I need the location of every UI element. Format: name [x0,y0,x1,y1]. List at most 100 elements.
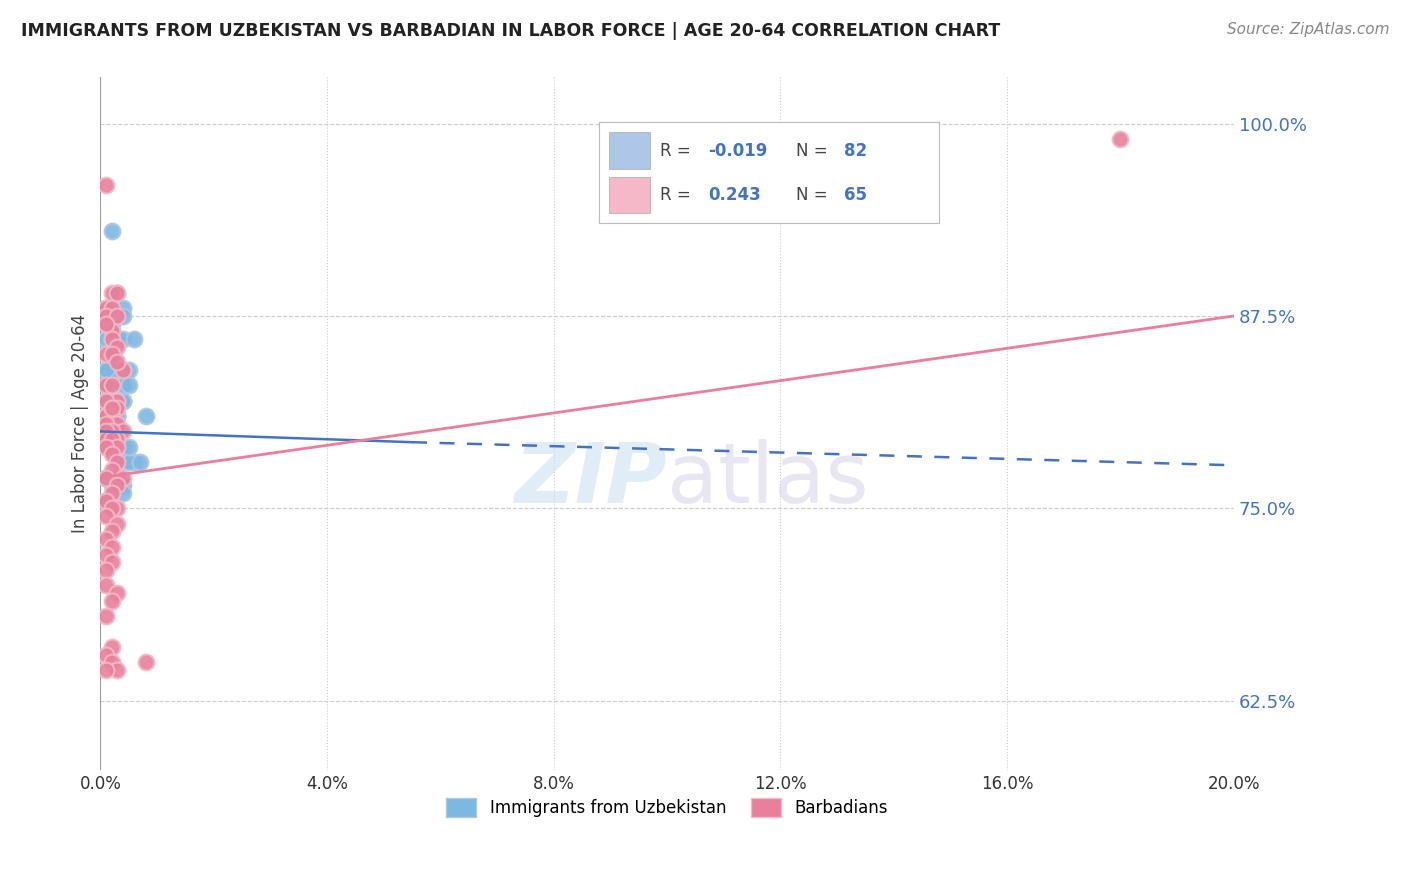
Point [100,425,122,439]
Legend: Immigrants from Uzbekistan, Barbadians: Immigrants from Uzbekistan, Barbadians [440,791,894,824]
Point [100,317,122,331]
Point [135,655,157,669]
Point [100,224,122,238]
Point [94,393,117,408]
Point [118,455,141,469]
Point [94,363,117,377]
Text: atlas: atlas [666,439,869,520]
Point [100,501,122,516]
Point [94,509,117,524]
Y-axis label: In Labor Force | Age 20-64: In Labor Force | Age 20-64 [72,314,89,533]
Point [100,347,122,361]
Point [94,663,117,677]
Point [105,470,128,484]
Point [111,363,134,377]
Point [105,340,128,354]
Point [94,493,117,508]
Point [135,409,157,423]
Point [94,425,117,439]
Point [105,455,128,469]
Point [100,470,122,484]
Point [100,409,122,423]
Point [100,347,122,361]
Point [100,409,122,423]
Point [100,363,122,377]
Point [111,486,134,500]
Point [118,363,141,377]
Point [94,301,117,316]
Point [100,285,122,300]
Point [105,409,128,423]
Point [105,425,128,439]
Point [94,440,117,454]
Point [111,478,134,492]
Point [94,532,117,546]
Point [100,486,122,500]
Point [111,440,134,454]
Point [100,301,122,316]
Point [100,524,122,539]
Point [94,470,117,484]
Point [100,425,122,439]
Point [105,332,128,346]
Point [100,425,122,439]
Point [100,432,122,446]
Point [100,347,122,361]
Point [111,393,134,408]
Point [94,409,117,423]
Point [124,332,146,346]
Point [94,470,117,484]
Point [105,425,128,439]
Point [94,578,117,592]
Point [94,425,117,439]
Point [100,393,122,408]
Point [105,355,128,369]
Point [100,393,122,408]
Point [94,563,117,577]
Point [94,378,117,392]
Point [100,470,122,484]
Point [94,440,117,454]
Point [100,401,122,416]
Point [100,409,122,423]
Point [100,555,122,569]
Point [94,347,117,361]
Point [100,470,122,484]
Point [105,474,128,488]
Point [105,425,128,439]
Point [94,378,117,392]
Point [105,332,128,346]
Point [94,393,117,408]
Point [105,440,128,454]
Point [94,409,117,423]
Point [105,417,128,431]
Point [94,417,117,431]
Point [111,363,134,377]
Point [105,409,128,423]
Point [100,470,122,484]
Point [111,393,134,408]
Point [124,455,146,469]
Point [105,393,128,408]
Point [100,593,122,607]
Point [129,455,152,469]
Point [94,470,117,484]
Point [118,378,141,392]
Point [105,425,128,439]
Point [94,548,117,562]
Point [94,648,117,662]
Point [100,425,122,439]
Point [100,463,122,477]
Point [94,409,117,423]
Point [100,401,122,416]
Point [94,301,117,316]
Point [94,409,117,423]
Point [100,363,122,377]
Point [100,378,122,392]
Point [94,493,117,508]
Point [100,409,122,423]
Point [105,440,128,454]
Point [105,516,128,531]
Point [100,324,122,338]
Point [94,332,117,346]
